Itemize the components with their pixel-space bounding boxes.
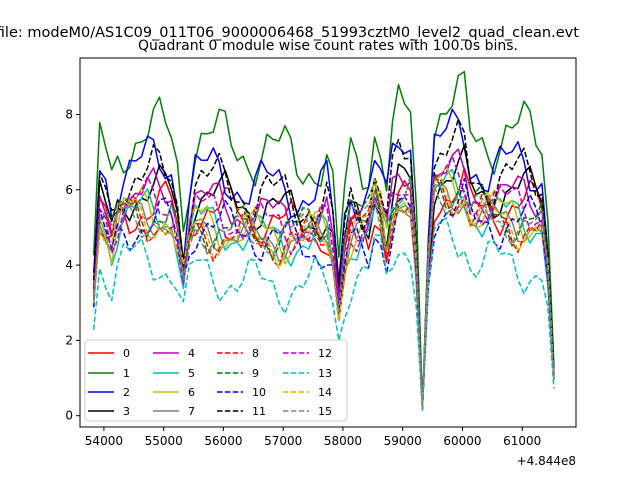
legend-label: 5 <box>188 367 195 380</box>
legend-label: 14 <box>318 386 332 399</box>
x-tick-label: 60000 <box>443 434 481 448</box>
x-axis: 54000 55000 56000 57000 58000 59000 60000 61000 <box>85 427 541 448</box>
y-tick-label: 2 <box>65 333 73 347</box>
series-line-11 <box>92 118 555 410</box>
x-tick-label: 58000 <box>324 434 362 448</box>
legend-label: 6 <box>188 386 195 399</box>
legend-label: 8 <box>252 347 259 360</box>
legend-label: 10 <box>252 386 266 399</box>
x-tick-label: 59000 <box>384 434 422 448</box>
x-tick-label: 54000 <box>85 434 123 448</box>
y-tick-label: 0 <box>65 409 73 423</box>
series-line-3 <box>92 144 555 410</box>
series-line-8 <box>92 178 555 410</box>
series-line-6 <box>92 165 555 410</box>
legend-label: 7 <box>188 405 195 418</box>
legend-frame <box>84 339 348 422</box>
series-line-15 <box>92 177 555 410</box>
legend-label: 3 <box>123 405 130 418</box>
series-line-10 <box>92 177 555 411</box>
legend-label: 15 <box>318 405 332 418</box>
y-tick-label: 4 <box>65 258 73 272</box>
legend-label: 12 <box>318 347 332 360</box>
series-line-14 <box>92 174 555 410</box>
x-offset-label: +4.844e8 <box>517 454 576 468</box>
series-layer <box>92 70 555 411</box>
legend-label: 0 <box>123 347 130 360</box>
legend-label: 2 <box>123 386 130 399</box>
legend-label: 11 <box>252 405 266 418</box>
series-line-12 <box>92 155 555 411</box>
series-line-1 <box>92 70 555 408</box>
series-line-2 <box>92 108 555 410</box>
legend-label: 9 <box>252 367 259 380</box>
y-axis: 0 2 4 6 8 <box>65 107 80 423</box>
series-line-4 <box>92 148 555 411</box>
plot-frame <box>79 57 577 428</box>
x-tick-label: 56000 <box>204 434 242 448</box>
series-line-13 <box>92 217 555 411</box>
y-tick-label: 6 <box>65 183 73 197</box>
legend-label: 13 <box>318 367 332 380</box>
y-tick-label: 8 <box>65 107 73 121</box>
x-tick-label: 61000 <box>503 434 541 448</box>
x-tick-label: 57000 <box>264 434 302 448</box>
chart-title: Quadrant 0 module wise count rates with … <box>138 38 518 54</box>
legend-label: 4 <box>188 347 195 360</box>
legend-label: 1 <box>123 367 130 380</box>
figure-suptitle: n file: modeM0/AS1C09_011T06_9000006468_… <box>0 25 579 41</box>
x-tick-label: 55000 <box>145 434 183 448</box>
